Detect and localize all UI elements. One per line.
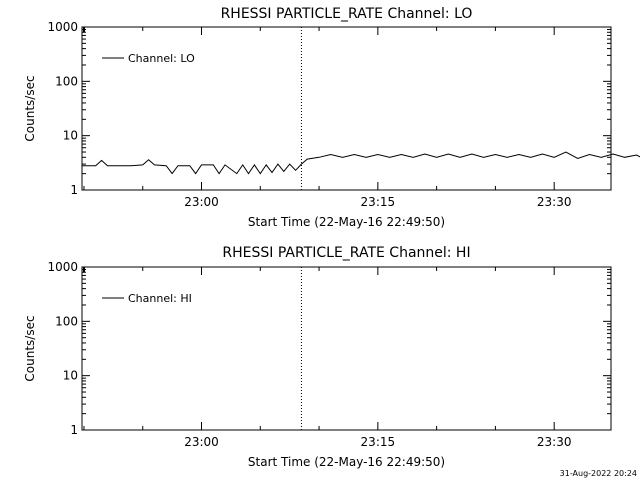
x-tick-label: 23:30: [537, 195, 572, 209]
plot-frame: [81, 26, 612, 191]
y-tick-label: 10: [63, 129, 78, 143]
y-tick-label: 10: [63, 369, 78, 383]
chart-title: RHESSI PARTICLE_RATE Channel: HI: [222, 245, 470, 261]
y-tick-label: 1: [70, 183, 78, 197]
legend-label: Channel: LO: [128, 52, 195, 65]
x-axis-label: Start Time (22-May-16 22:49:50): [248, 215, 445, 229]
x-tick-label: 23:15: [361, 435, 396, 449]
lo-channel-panel: RHESSI PARTICLE_RATE Channel: LO Counts/s…: [23, 6, 640, 229]
x-tick-label: 23:30: [537, 435, 572, 449]
chart-title: RHESSI PARTICLE_RATE Channel: LO: [221, 6, 473, 22]
plot-frame: [81, 266, 612, 431]
legend-label: Channel: HI: [128, 292, 192, 305]
x-tick-label: 23:00: [184, 195, 219, 209]
y-tick-label: 1: [70, 423, 78, 437]
footer-timestamp: 31-Aug-2022 20:24: [560, 469, 637, 478]
y-tick-label: 100: [55, 74, 78, 88]
x-tick-label: 23:00: [184, 435, 219, 449]
y-tick-label: 1000: [47, 260, 78, 274]
y-tick-label: 1000: [47, 20, 78, 34]
x-axis-label: Start Time (22-May-16 22:49:50): [248, 455, 445, 469]
hi-channel-panel: RHESSI PARTICLE_RATE Channel: HI Counts/s…: [23, 245, 612, 469]
y-axis-label: Counts/sec: [23, 75, 37, 141]
x-tick-label: 23:15: [361, 195, 396, 209]
series-line: [82, 151, 640, 175]
y-axis-label: Counts/sec: [23, 315, 37, 381]
y-tick-label: 100: [55, 314, 78, 328]
